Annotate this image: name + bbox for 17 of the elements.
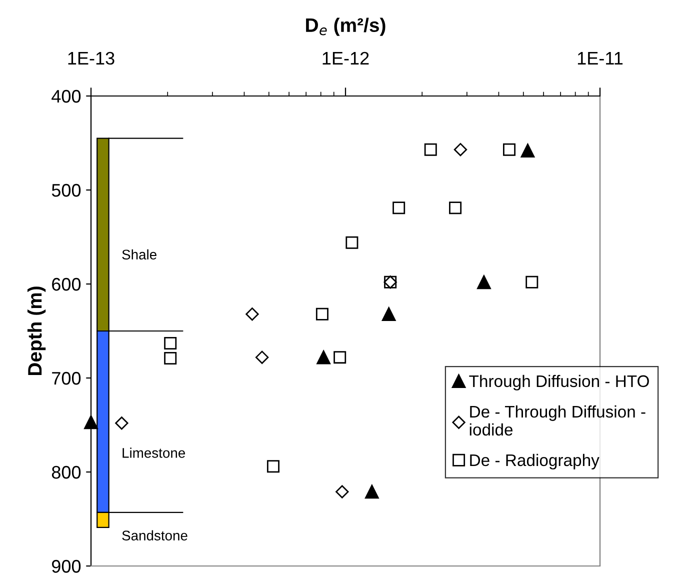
y-tick-label: 400 — [52, 90, 81, 103]
y-tick-label: 800 — [52, 466, 81, 479]
annotation: Shale — [122, 249, 156, 260]
legend-label: De - Radiography — [470, 454, 600, 470]
x-tick-label: 1E-13 — [68, 52, 114, 65]
y-tick-label: 500 — [52, 184, 81, 197]
annotation: Limestone — [122, 448, 186, 458]
annotation: Sandstone — [122, 530, 188, 540]
y-tick-label: 700 — [52, 372, 81, 385]
x-tick-label: 1E-11 — [578, 52, 623, 64]
y-tick-label: 600 — [52, 278, 81, 291]
x-axis-title: D$_{e}$ (m²/s) — [306, 18, 386, 36]
legend-label: Through Diffusion - HTO — [469, 374, 649, 390]
y-axis-title: Depth (m) — [27, 286, 46, 376]
y-tick-label: 900 — [52, 560, 81, 573]
x-tick-label: 1E-12 — [322, 52, 369, 64]
legend-label: De - Through Diffusion - iodide — [470, 405, 646, 436]
